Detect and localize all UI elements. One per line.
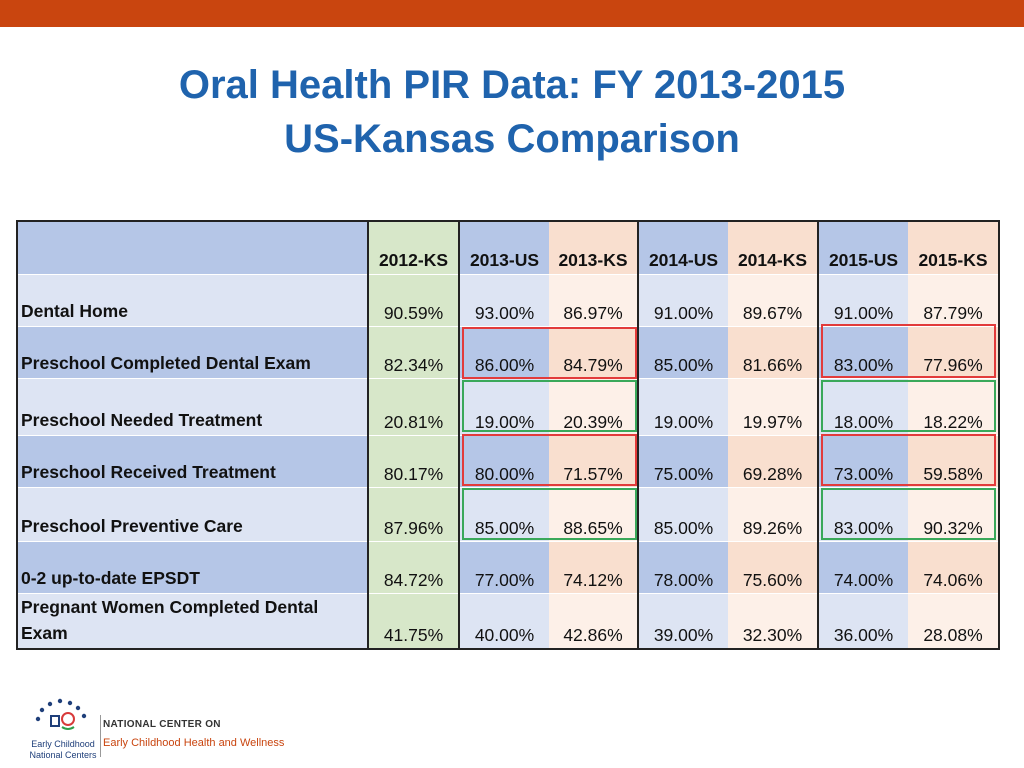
table-row: Dental Home 90.59% 93.00% 86.97% 91.00% … <box>16 273 1000 327</box>
table-row: Preschool Received Treatment 80.17% 80.0… <box>16 434 1000 488</box>
table-cell: 74.00% <box>818 540 908 594</box>
logo-divider <box>100 715 101 757</box>
table-cell: 89.26% <box>728 486 819 542</box>
table-cell: 85.00% <box>638 486 728 542</box>
column-header: 2014-US <box>638 220 728 275</box>
table-cell: 59.58% <box>908 434 1000 488</box>
table-cell: 36.00% <box>818 592 908 650</box>
table-cell: 83.00% <box>818 486 908 542</box>
table-cell: 28.08% <box>908 592 1000 650</box>
title-line-2: US-Kansas Comparison <box>284 117 740 161</box>
table-row: Preschool Needed Treatment 20.81% 19.00%… <box>16 377 1000 436</box>
table-cell: 19.00% <box>459 377 549 436</box>
column-header: 2014-KS <box>728 220 819 275</box>
column-header: 2013-KS <box>549 220 639 275</box>
table-cell: 18.22% <box>908 377 1000 436</box>
table-cell: 71.57% <box>549 434 639 488</box>
table-row: 0-2 up-to-date EPSDT 84.72% 77.00% 74.12… <box>16 540 1000 594</box>
row-label: Preschool Preventive Care <box>16 486 369 542</box>
table-cell: 41.75% <box>368 592 460 650</box>
row-label: Preschool Completed Dental Exam <box>16 325 369 379</box>
table-cell: 19.00% <box>638 377 728 436</box>
column-header: 2013-US <box>459 220 549 275</box>
table-cell: 69.28% <box>728 434 819 488</box>
table-cell: 85.00% <box>459 486 549 542</box>
table-cell: 84.72% <box>368 540 460 594</box>
table-row: Pregnant Women Completed Dental Exam 41.… <box>16 592 1000 650</box>
page-title: Oral Health PIR Data: FY 2013-2015 US-Ka… <box>0 58 1024 166</box>
table-cell: 89.67% <box>728 273 819 327</box>
table-cell: 19.97% <box>728 377 819 436</box>
ecnc-line-2: National Centers <box>29 750 97 760</box>
table-cell: 85.00% <box>638 325 728 379</box>
org-name-top: NATIONAL CENTER ON <box>103 719 221 730</box>
footer-logo: Early Childhood National Centers NATIONA… <box>28 697 288 761</box>
ecnc-text: Early Childhood National Centers <box>28 739 98 761</box>
table-cell: 86.97% <box>549 273 639 327</box>
ecnc-line-1: Early Childhood <box>31 739 95 749</box>
table-cell: 74.12% <box>549 540 639 594</box>
table-cell: 20.81% <box>368 377 460 436</box>
row-label: 0-2 up-to-date EPSDT <box>16 540 369 594</box>
table-cell: 93.00% <box>459 273 549 327</box>
table-cell: 90.59% <box>368 273 460 327</box>
table-cell: 91.00% <box>818 273 908 327</box>
row-label: Preschool Received Treatment <box>16 434 369 488</box>
table-cell: 77.96% <box>908 325 1000 379</box>
table-cell: 75.00% <box>638 434 728 488</box>
table-cell: 20.39% <box>549 377 639 436</box>
table-cell: 90.32% <box>908 486 1000 542</box>
table-cell: 84.79% <box>549 325 639 379</box>
row-label: Pregnant Women Completed Dental Exam <box>16 592 369 650</box>
top-accent-bar <box>0 0 1024 27</box>
row-label: Preschool Needed Treatment <box>16 377 369 436</box>
table-cell: 81.66% <box>728 325 819 379</box>
table-cell: 39.00% <box>638 592 728 650</box>
table-cell: 73.00% <box>818 434 908 488</box>
ecnc-logo-icon <box>35 698 87 730</box>
column-header: 2015-US <box>818 220 908 275</box>
table-row: Preschool Preventive Care 87.96% 85.00% … <box>16 486 1000 542</box>
column-header: 2012-KS <box>368 220 460 275</box>
table-cell: 82.34% <box>368 325 460 379</box>
table-cell: 42.86% <box>549 592 639 650</box>
table-cell: 88.65% <box>549 486 639 542</box>
table-header-row: 2012-KS 2013-US 2013-KS 2014-US 2014-KS … <box>16 220 1000 275</box>
table-cell: 75.60% <box>728 540 819 594</box>
table-cell: 78.00% <box>638 540 728 594</box>
table-cell: 87.96% <box>368 486 460 542</box>
title-line-1: Oral Health PIR Data: FY 2013-2015 <box>178 63 846 107</box>
table-cell: 83.00% <box>818 325 908 379</box>
header-blank-cell <box>16 220 369 275</box>
table-cell: 80.00% <box>459 434 549 488</box>
table-cell: 40.00% <box>459 592 549 650</box>
org-name-bottom: Early Childhood Health and Wellness <box>103 737 285 749</box>
table-cell: 91.00% <box>638 273 728 327</box>
table-row: Preschool Completed Dental Exam 82.34% 8… <box>16 325 1000 379</box>
table-cell: 32.30% <box>728 592 819 650</box>
table-cell: 77.00% <box>459 540 549 594</box>
table-cell: 80.17% <box>368 434 460 488</box>
table-cell: 87.79% <box>908 273 1000 327</box>
table-cell: 18.00% <box>818 377 908 436</box>
comparison-table: 2012-KS 2013-US 2013-KS 2014-US 2014-KS … <box>16 220 1000 650</box>
row-label: Dental Home <box>16 273 369 327</box>
table-cell: 86.00% <box>459 325 549 379</box>
column-header: 2015-KS <box>908 220 1000 275</box>
table-cell: 74.06% <box>908 540 1000 594</box>
